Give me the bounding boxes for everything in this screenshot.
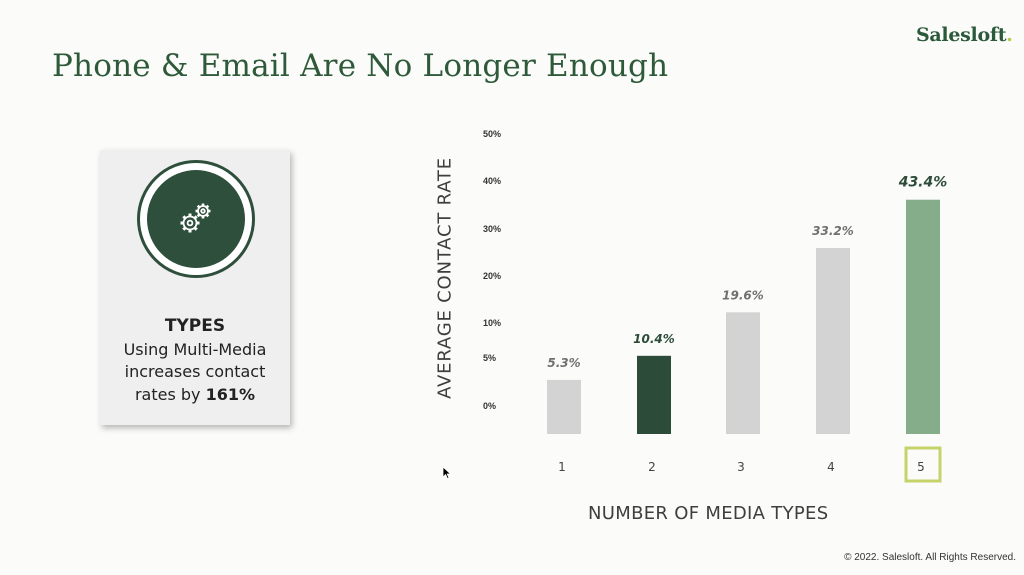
y-tick-label: 0% bbox=[483, 401, 496, 411]
y-tick-label: 20% bbox=[483, 271, 501, 281]
x-tick-label: 5 bbox=[917, 460, 925, 474]
x-tick-label: 2 bbox=[648, 460, 656, 474]
stat-card: TYPES Using Multi-Media increases contac… bbox=[100, 150, 290, 425]
bar bbox=[816, 247, 850, 434]
data-label: 43.4% bbox=[898, 175, 948, 191]
bar bbox=[906, 199, 940, 434]
copyright-text: © 2022. Salesloft. All Rights Reserved. bbox=[844, 552, 1016, 563]
bar bbox=[726, 312, 760, 434]
card-text-line-2: increases contact bbox=[124, 362, 266, 381]
y-tick-label: 40% bbox=[483, 176, 501, 186]
card-text-line-3: rates by 161% bbox=[100, 385, 290, 404]
mouse-cursor-icon bbox=[442, 466, 452, 480]
x-tick-label: 4 bbox=[827, 460, 835, 474]
x-axis-label: NUMBER OF MEDIA TYPES bbox=[588, 503, 829, 524]
card-stat-value: 161% bbox=[205, 385, 256, 404]
y-tick-label: 30% bbox=[483, 224, 501, 234]
y-tick-label: 5% bbox=[483, 353, 496, 363]
card-heading: TYPES bbox=[164, 316, 226, 336]
logo-text: Salesloft bbox=[916, 24, 1007, 46]
bar bbox=[637, 355, 671, 434]
salesloft-logo: Salesloft. bbox=[916, 24, 1013, 46]
x-tick-label: 3 bbox=[737, 460, 745, 474]
data-label: 19.6% bbox=[722, 288, 764, 302]
data-label: 10.4% bbox=[633, 332, 675, 346]
data-label: 33.2% bbox=[812, 224, 854, 238]
data-label: 5.3% bbox=[547, 356, 580, 370]
highlight-box bbox=[904, 446, 942, 483]
x-tick-label: 1 bbox=[558, 460, 566, 474]
bar bbox=[547, 379, 581, 434]
card-text-prefix: rates by bbox=[134, 385, 206, 404]
card-text-line-1: Using Multi-Media bbox=[123, 340, 267, 359]
y-tick-label: 50% bbox=[483, 129, 501, 139]
slide-title: Phone & Email Are No Longer Enough bbox=[52, 48, 669, 84]
gears-icon bbox=[180, 203, 211, 233]
icon-ring bbox=[137, 160, 255, 278]
y-tick-label: 10% bbox=[483, 318, 501, 328]
